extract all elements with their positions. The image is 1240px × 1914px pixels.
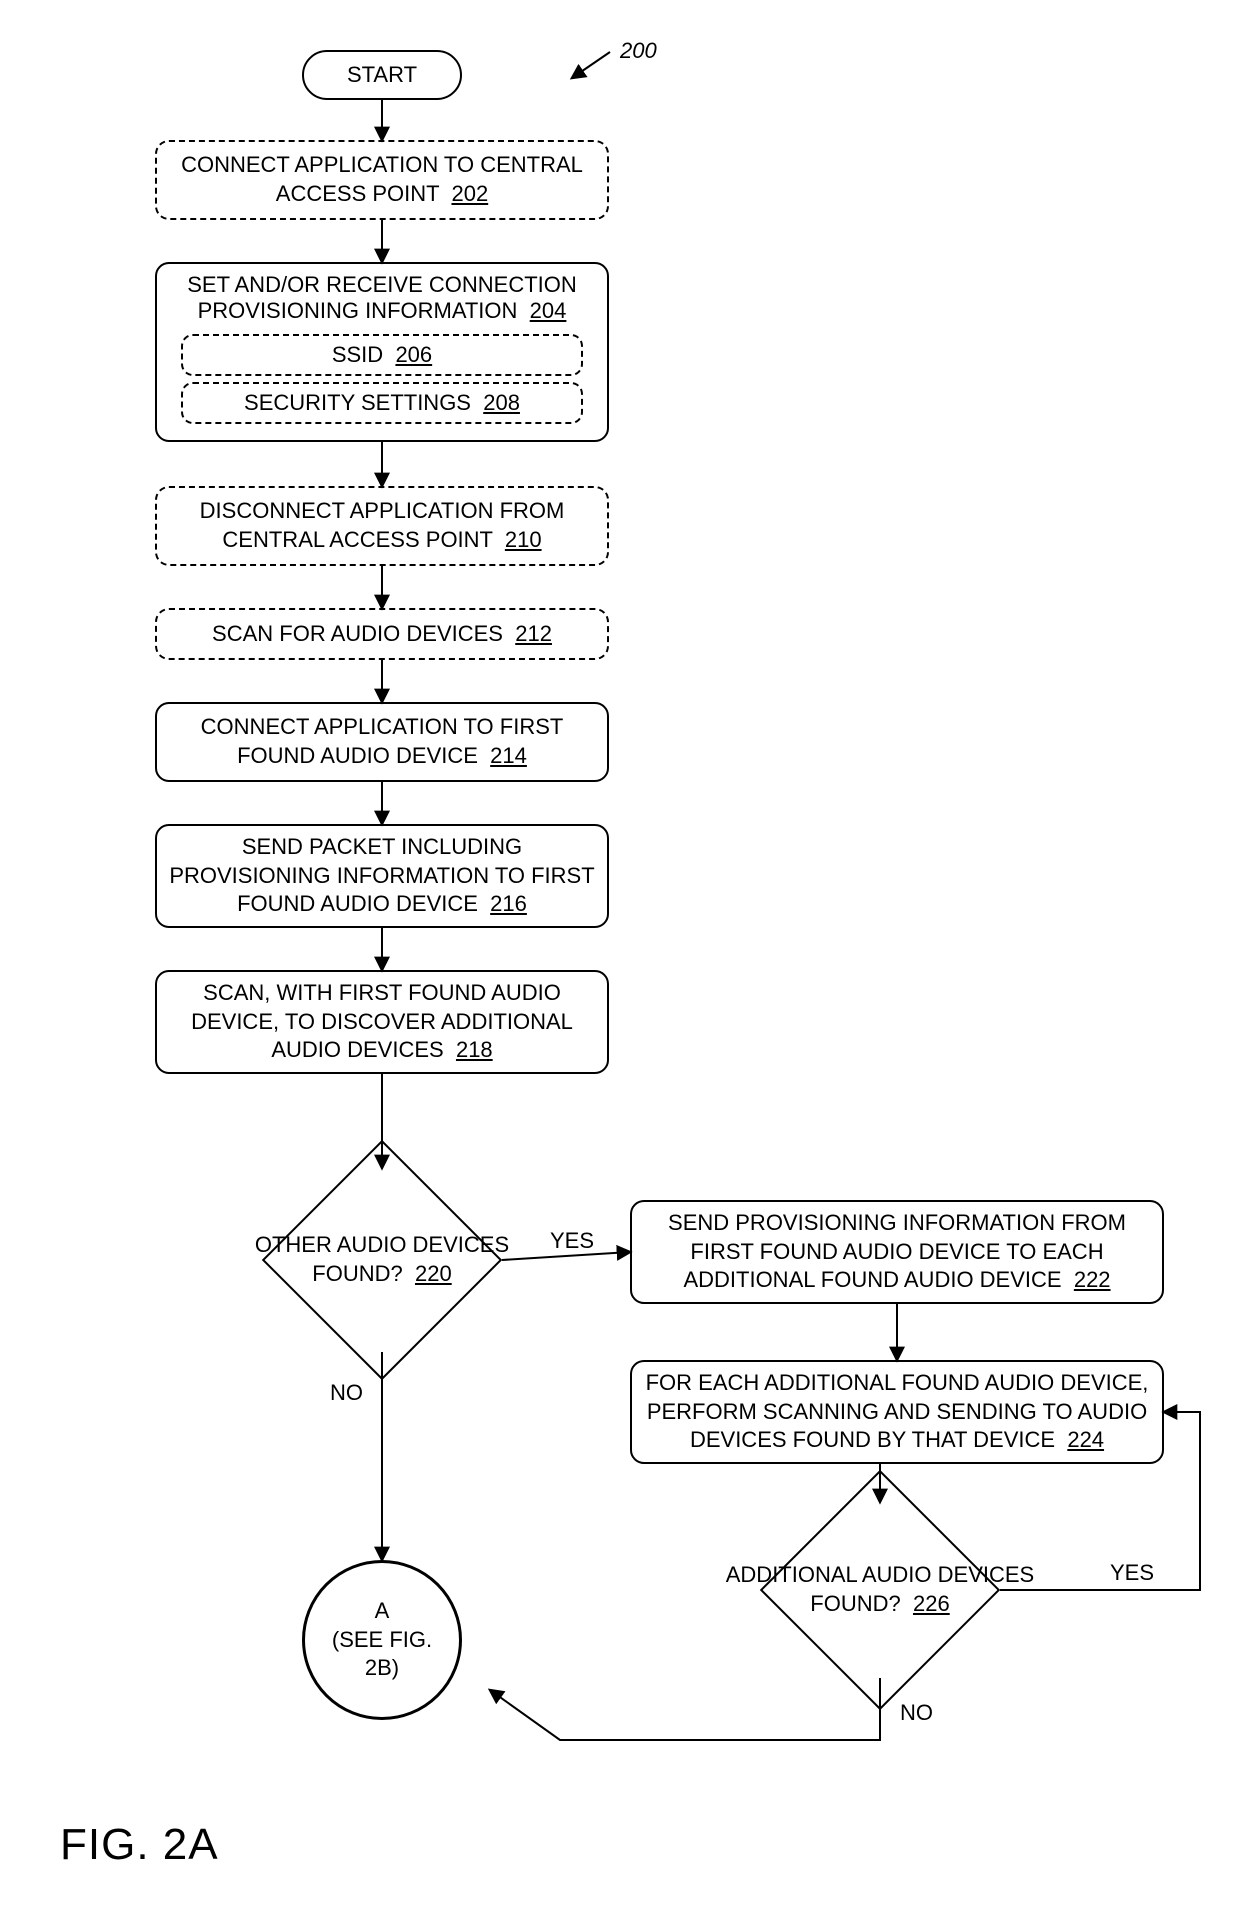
step-214-text: CONNECT APPLICATION TO FIRST FOUND AUDIO… <box>167 713 597 770</box>
step-218-text: SCAN, WITH FIRST FOUND AUDIO DEVICE, TO … <box>167 979 597 1065</box>
yes-220-label: YES <box>550 1228 594 1254</box>
step-204: SET AND/OR RECEIVE CONNECTION PROVISIONI… <box>155 262 609 442</box>
step-210: DISCONNECT APPLICATION FROM CENTRAL ACCE… <box>155 486 609 566</box>
start-node: START <box>302 50 462 100</box>
step-224: FOR EACH ADDITIONAL FOUND AUDIO DEVICE, … <box>630 1360 1164 1464</box>
step-202-text: CONNECT APPLICATION TO CENTRAL ACCESS PO… <box>167 151 597 208</box>
step-216: SEND PACKET INCLUDING PROVISIONING INFOR… <box>155 824 609 928</box>
step-216-text: SEND PACKET INCLUDING PROVISIONING INFOR… <box>167 833 597 919</box>
no-226-label: NO <box>900 1700 933 1726</box>
callout-200: 200 <box>620 38 657 64</box>
step-222-text: SEND PROVISIONING INFORMATION FROM FIRST… <box>642 1209 1152 1295</box>
step-202: CONNECT APPLICATION TO CENTRAL ACCESS PO… <box>155 140 609 220</box>
start-label: START <box>347 61 417 90</box>
no-220-label: NO <box>330 1380 363 1406</box>
figure-label: FIG. 2A <box>60 1820 219 1870</box>
step-212-text: SCAN FOR AUDIO DEVICES 212 <box>212 620 552 649</box>
step-214: CONNECT APPLICATION TO FIRST FOUND AUDIO… <box>155 702 609 782</box>
decision-220: OTHER AUDIO DEVICES FOUND? 220 <box>232 1210 532 1310</box>
yes-226-label: YES <box>1110 1560 1154 1586</box>
step-210-text: DISCONNECT APPLICATION FROM CENTRAL ACCE… <box>167 497 597 554</box>
step-206: SSID 206 <box>181 334 584 376</box>
step-224-text: FOR EACH ADDITIONAL FOUND AUDIO DEVICE, … <box>642 1369 1152 1455</box>
step-222: SEND PROVISIONING INFORMATION FROM FIRST… <box>630 1200 1164 1304</box>
connector-a: A (SEE FIG. 2B) <box>302 1560 462 1720</box>
decision-226: ADDITIONAL AUDIO DEVICES FOUND? 226 <box>715 1548 1045 1632</box>
step-218: SCAN, WITH FIRST FOUND AUDIO DEVICE, TO … <box>155 970 609 1074</box>
step-204-text: SET AND/OR RECEIVE CONNECTION PROVISIONI… <box>163 272 601 328</box>
step-212: SCAN FOR AUDIO DEVICES 212 <box>155 608 609 660</box>
step-208: SECURITY SETTINGS 208 <box>181 382 584 424</box>
